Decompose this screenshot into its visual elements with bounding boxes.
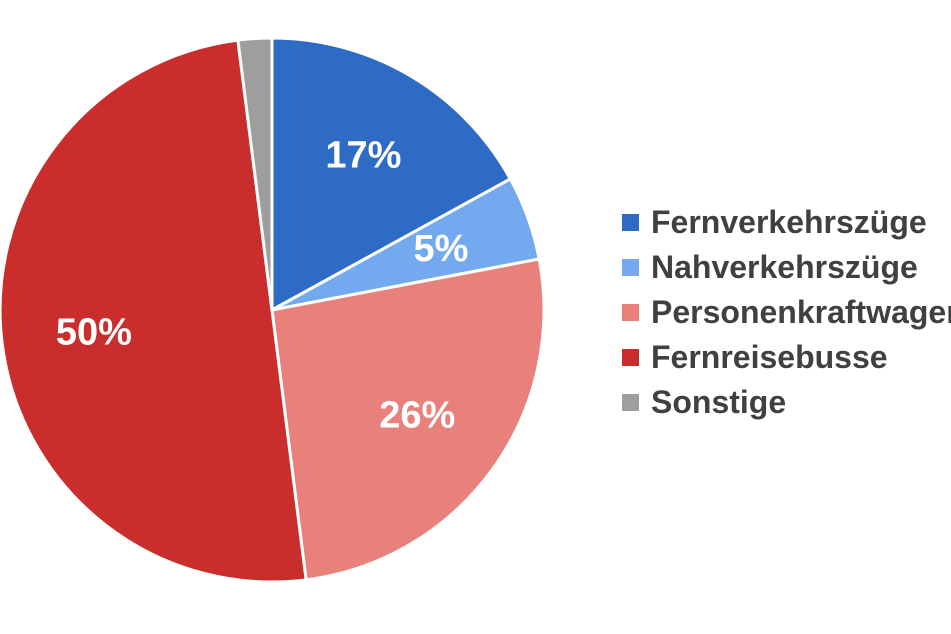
legend-label: Fernreisebusse: [651, 339, 888, 375]
data-label-fernverkehrszuege: 17%: [325, 134, 401, 176]
pie-slice-fernverkehrszuege: [270, 36, 512, 312]
pie-slice-personenkraftwagen: [270, 257, 546, 582]
legend-swatch: [622, 349, 639, 366]
legend-swatch: [622, 214, 639, 231]
legend-item-personenkraftwagen: Personenkraftwagen: [622, 290, 951, 335]
legend-swatch: [622, 259, 639, 276]
legend: Fernverkehrszüge Nahverkehrszüge Personenk…: [622, 200, 951, 425]
legend-label: Fernverkehrszüge: [651, 204, 927, 240]
legend-item-nahverkehrszuege: Nahverkehrszüge: [622, 245, 951, 290]
data-label-fernreisebusse: 50%: [56, 311, 132, 353]
data-label-nahverkehrszuege: 5%: [413, 228, 468, 270]
pie-slice-fernreisebusse: [0, 38, 308, 584]
legend-swatch: [622, 304, 639, 321]
data-label-personenkraftwagen: 26%: [379, 395, 455, 437]
legend-item-sonstige: Sonstige: [622, 380, 951, 425]
legend-label: Sonstige: [651, 384, 787, 420]
legend-label: Personenkraftwagen: [651, 294, 951, 330]
legend-label: Nahverkehrszüge: [651, 249, 918, 285]
legend-swatch: [622, 394, 639, 411]
pie-slice-sonstige: [236, 36, 274, 312]
legend-item-fernreisebusse: Fernreisebusse: [622, 335, 951, 380]
legend-item-fernverkehrszuege: Fernverkehrszüge: [622, 200, 951, 245]
